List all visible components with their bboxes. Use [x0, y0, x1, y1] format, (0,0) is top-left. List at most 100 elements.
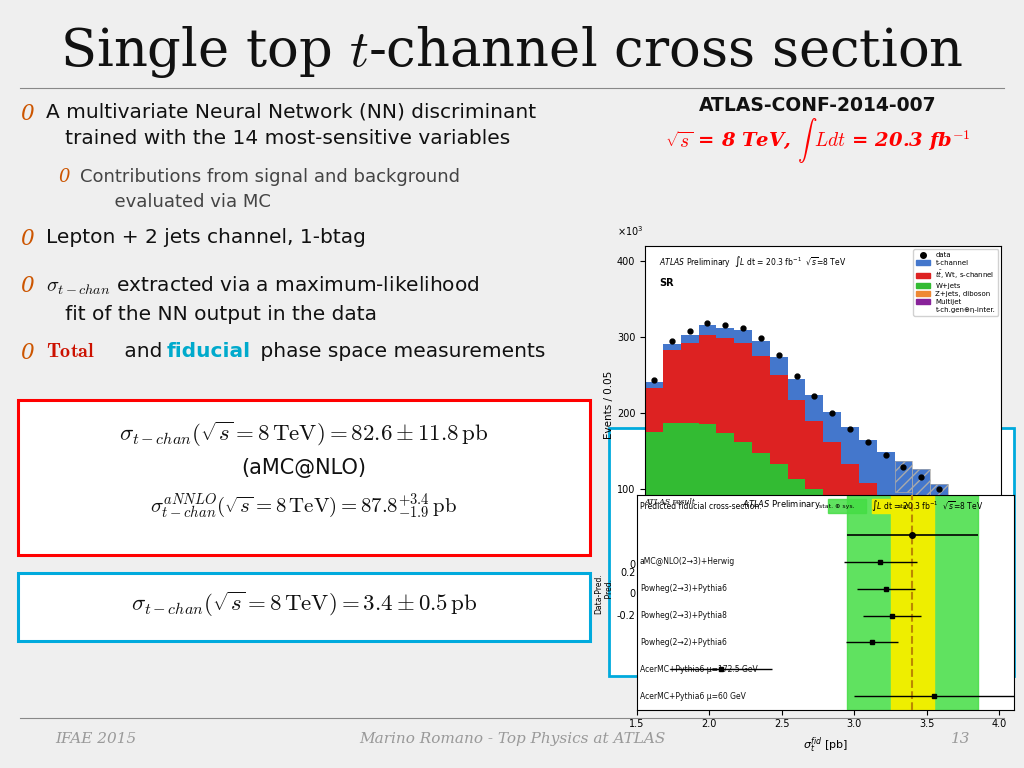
Bar — [871, 498, 892, 513]
Bar — [984, 538, 1001, 548]
Text: Predicted fiducial cross-section:: Predicted fiducial cross-section: — [640, 502, 762, 511]
Bar — [877, 452, 895, 499]
Text: stat. ⊕ sys.: stat. ⊕ sys. — [819, 504, 854, 508]
Bar — [698, 335, 717, 424]
Bar — [948, 502, 966, 541]
Bar — [966, 561, 984, 564]
Bar — [681, 554, 698, 564]
Bar — [663, 540, 681, 555]
Bar — [912, 468, 930, 524]
Bar — [984, 538, 1001, 554]
Bar — [752, 356, 770, 453]
Bar — [984, 556, 1001, 559]
Bar — [877, 499, 895, 528]
Bar — [891, 495, 934, 710]
Bar — [966, 519, 984, 548]
Bar — [948, 541, 966, 548]
Text: 13: 13 — [950, 732, 970, 746]
Bar — [877, 558, 895, 564]
Text: AcerMC+Pythia6 μ=172.5 GeV: AcerMC+Pythia6 μ=172.5 GeV — [640, 665, 758, 674]
Bar — [847, 495, 978, 710]
Bar — [984, 562, 1001, 564]
Text: Powheg(2→2)+Pythia6: Powheg(2→2)+Pythia6 — [640, 638, 727, 647]
Text: aMC@NLO(2→3)+Herwig: aMC@NLO(2→3)+Herwig — [640, 558, 735, 566]
Bar — [930, 554, 948, 560]
Text: $\times10^3$: $\times10^3$ — [616, 224, 643, 238]
X-axis label: $\sigma_t^{fid}$ [pb]: $\sigma_t^{fid}$ [pb] — [803, 735, 848, 754]
Bar — [787, 479, 806, 543]
Bar — [681, 343, 698, 422]
Bar — [859, 440, 877, 482]
Bar — [770, 541, 787, 555]
Text: ATLAS result: ATLAS result — [644, 498, 695, 506]
Text: Powheg(2→3)+Pythia6: Powheg(2→3)+Pythia6 — [640, 584, 727, 593]
X-axis label: NN output: NN output — [795, 590, 852, 600]
Text: Lepton + 2 jets channel, 1-btag: Lepton + 2 jets channel, 1-btag — [46, 228, 366, 247]
Bar — [895, 462, 912, 492]
Text: $\mathbf{Total}$: $\mathbf{Total}$ — [46, 342, 95, 361]
Bar — [770, 465, 787, 541]
Bar — [806, 489, 823, 544]
Text: 0: 0 — [20, 342, 34, 364]
Bar — [895, 535, 912, 552]
Bar — [770, 375, 787, 465]
Bar — [823, 442, 841, 500]
Bar — [912, 524, 930, 539]
Text: 0: 0 — [58, 168, 70, 186]
Bar — [823, 412, 841, 442]
Bar — [912, 559, 930, 564]
Bar — [859, 482, 877, 521]
Bar — [895, 559, 912, 564]
Bar — [806, 421, 823, 489]
Bar — [609, 428, 1014, 676]
Bar — [18, 400, 590, 555]
Bar — [841, 511, 859, 547]
Text: stat.: stat. — [898, 504, 912, 508]
Bar — [734, 442, 752, 538]
Bar — [734, 554, 752, 564]
Bar — [752, 341, 770, 356]
Bar — [663, 422, 681, 540]
Bar — [877, 528, 895, 551]
Bar — [859, 521, 877, 548]
Bar — [912, 539, 930, 553]
Text: Single top $t$-channel cross section: Single top $t$-channel cross section — [60, 24, 964, 80]
Bar — [930, 484, 948, 533]
Bar — [930, 560, 948, 564]
Legend: data, t-channel, $t\bar{t}$, Wt, s-channel, W+jets, Z+jets, diboson, Multijet, t: data, t-channel, $t\bar{t}$, Wt, s-chann… — [913, 250, 998, 316]
Bar — [663, 344, 681, 350]
Text: Marino Romano - Top Physics at ATLAS: Marino Romano - Top Physics at ATLAS — [358, 732, 666, 746]
Text: (aMC@NLO): (aMC@NLO) — [242, 458, 367, 478]
Bar — [912, 553, 930, 559]
Bar — [912, 468, 930, 502]
Bar — [645, 555, 663, 564]
Bar — [698, 554, 717, 564]
Bar — [895, 552, 912, 559]
Bar — [698, 536, 717, 554]
Text: A multivariate Neural Network (NN) discriminant
   trained with the 14 most-sens: A multivariate Neural Network (NN) discr… — [46, 103, 537, 148]
Bar — [681, 422, 698, 538]
Bar — [734, 343, 752, 442]
Bar — [823, 545, 841, 557]
Bar — [717, 328, 734, 339]
Bar — [984, 559, 1001, 562]
Y-axis label: Events / 0.05: Events / 0.05 — [604, 371, 614, 439]
Text: phase space measurements: phase space measurements — [254, 342, 546, 361]
Text: $\sqrt{s}$ = 8 TeV, $\int$ $Ldt$ = 20.3 fb$^{-1}$: $\sqrt{s}$ = 8 TeV, $\int$ $Ldt$ = 20.3 … — [666, 116, 971, 165]
Bar — [681, 336, 698, 343]
Bar — [823, 557, 841, 564]
Bar — [734, 538, 752, 554]
Bar — [948, 548, 966, 556]
Text: Powheg(2→3)+Pythia8: Powheg(2→3)+Pythia8 — [640, 611, 727, 620]
Bar — [752, 453, 770, 540]
Bar — [877, 551, 895, 558]
Bar — [698, 424, 717, 536]
Bar — [770, 356, 787, 375]
Bar — [770, 555, 787, 564]
Bar — [841, 557, 859, 564]
Bar — [645, 382, 663, 388]
Text: SR: SR — [659, 277, 674, 288]
Bar — [930, 533, 948, 544]
Text: and: and — [118, 342, 169, 361]
Bar — [806, 544, 823, 556]
